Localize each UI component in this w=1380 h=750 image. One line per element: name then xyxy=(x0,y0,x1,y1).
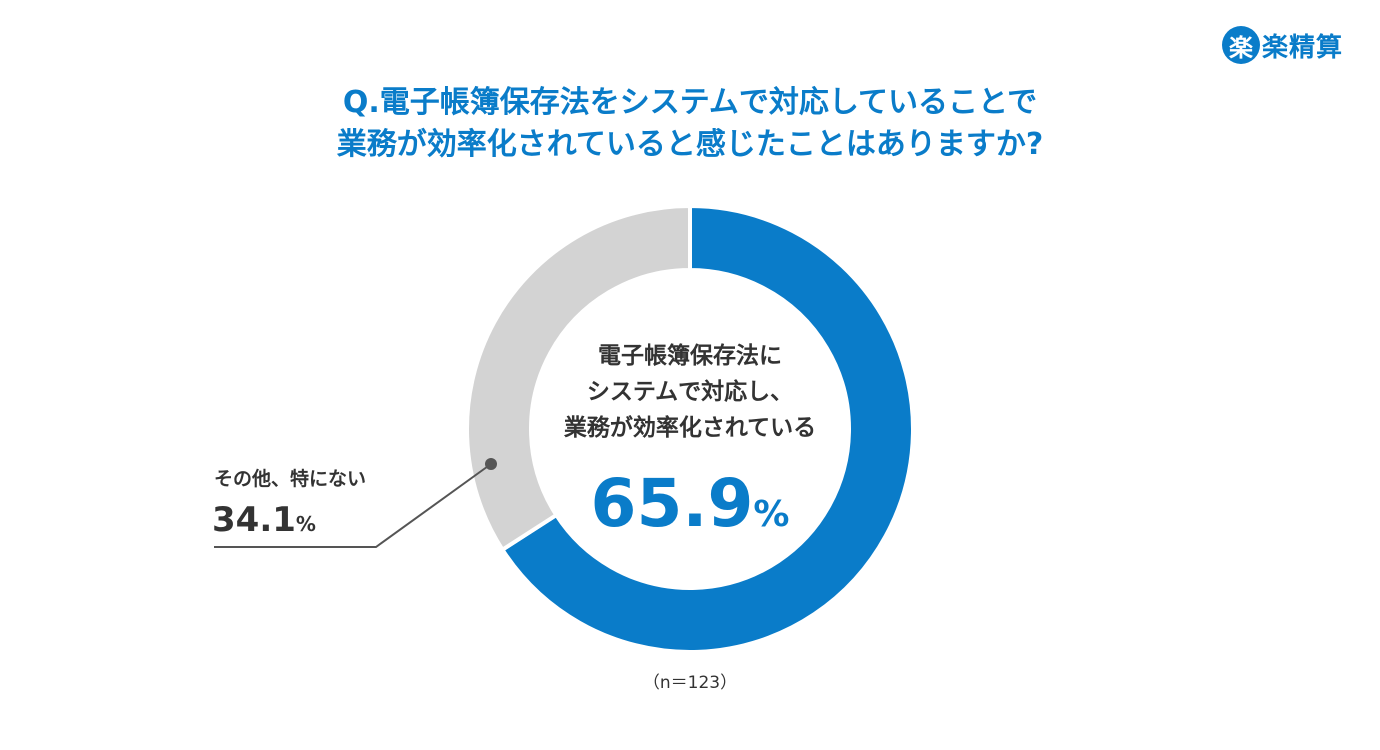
center-value-number: 65.9 xyxy=(590,465,754,542)
logo-text: 楽精算 xyxy=(1262,32,1344,63)
leader-dot xyxy=(485,458,497,470)
donut-segment xyxy=(465,203,692,553)
sample-size: （n＝123） xyxy=(642,673,738,693)
brand-logo: 楽 楽精算 xyxy=(1222,26,1343,64)
donut-segment xyxy=(499,203,915,654)
other-value: 34.1% xyxy=(212,500,316,540)
center-value: 65.9% xyxy=(540,466,840,553)
other-label: その他、特にない xyxy=(214,468,367,490)
center-label-line-2: システムで対応し、 xyxy=(586,379,794,405)
other-value-unit: % xyxy=(295,512,316,536)
logo-mark: 楽 xyxy=(1222,26,1260,64)
leader-line xyxy=(214,463,492,548)
title-line-2: 業務が効率化されていると感じたことはありますか? xyxy=(336,127,1044,162)
other-value-number: 34.1 xyxy=(212,500,296,540)
center-label-line-3: 業務が効率化されている xyxy=(563,415,817,441)
donut-segments xyxy=(465,203,915,654)
center-value-unit: % xyxy=(753,494,790,535)
title-line-1: Q.電子帳簿保存法をシステムで対応していることで xyxy=(342,85,1038,120)
center-label: 電子帳簿保存法に システムで対応し、 業務が効率化されている xyxy=(540,338,840,446)
chart-title: Q.電子帳簿保存法をシステムで対応していることで 業務が効率化されていると感じた… xyxy=(0,82,1380,166)
center-label-line-1: 電子帳簿保存法に xyxy=(598,343,782,369)
